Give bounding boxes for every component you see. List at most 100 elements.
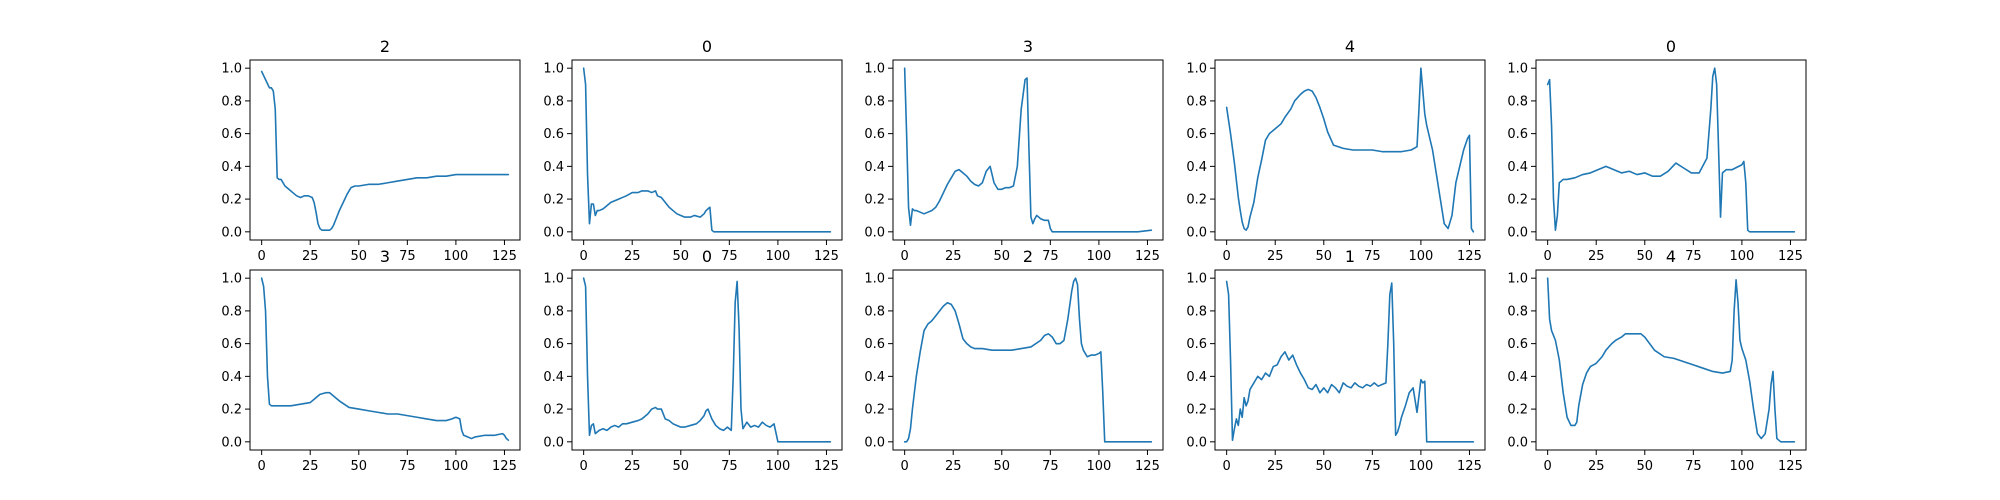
y-tick-label: 0.0 <box>864 435 885 450</box>
series-line <box>260 70 510 231</box>
x-tick-label: 75 <box>1042 459 1059 474</box>
series-line <box>903 277 1153 443</box>
x-tick-label: 0 <box>901 249 909 264</box>
x-tick-label: 125 <box>1135 249 1160 264</box>
y-tick-label: 0.8 <box>221 304 242 319</box>
x-tick-label: 0 <box>1223 459 1231 474</box>
subplot-title: 4 <box>1666 247 1676 266</box>
x-tick-label: 25 <box>302 459 319 474</box>
y-tick-label: 1.0 <box>543 62 564 77</box>
axes-frame <box>571 269 843 451</box>
y-tick-label: 0.2 <box>1186 193 1207 208</box>
y-tick-label: 0.6 <box>543 337 564 352</box>
y-tick-label: 0.8 <box>221 94 242 109</box>
y-tick-label: 0.6 <box>1507 337 1528 352</box>
x-tick-label: 0 <box>580 249 588 264</box>
x-tick-label: 75 <box>721 249 738 264</box>
x-tick-label: 50 <box>1637 249 1654 264</box>
x-tick-label: 25 <box>945 249 962 264</box>
x-tick-label: 75 <box>1364 459 1381 474</box>
y-tick-label: 0.4 <box>543 160 564 175</box>
y-tick-label: 0.6 <box>1186 337 1207 352</box>
x-tick-label: 100 <box>1729 459 1754 474</box>
y-tick-label: 1.0 <box>221 272 242 287</box>
x-tick-label: 25 <box>624 459 641 474</box>
subplot-title: 2 <box>380 37 390 56</box>
y-tick-label: 0.2 <box>1507 403 1528 418</box>
axes-frame <box>571 59 843 241</box>
x-tick-label: 0 <box>258 249 266 264</box>
x-tick-label: 25 <box>945 459 962 474</box>
axes-frame <box>892 59 1164 241</box>
series-line <box>582 67 832 233</box>
series-line <box>1546 67 1796 233</box>
y-tick-label: 0.2 <box>543 193 564 208</box>
x-tick-label: 100 <box>443 249 468 264</box>
x-tick-label: 125 <box>1457 249 1482 264</box>
y-tick-label: 0.0 <box>1507 225 1528 240</box>
subplot-title: 0 <box>702 37 712 56</box>
series-line <box>582 277 832 443</box>
y-tick-label: 0.0 <box>543 225 564 240</box>
x-tick-label: 100 <box>765 459 790 474</box>
y-tick-label: 0.6 <box>543 127 564 142</box>
y-tick-label: 0.8 <box>543 304 564 319</box>
series-line <box>1546 277 1796 443</box>
y-tick-label: 0.2 <box>1186 403 1207 418</box>
y-tick-label: 0.0 <box>864 225 885 240</box>
y-tick-label: 0.6 <box>864 337 885 352</box>
y-tick-label: 0.0 <box>221 435 242 450</box>
x-tick-label: 50 <box>994 459 1011 474</box>
x-tick-label: 100 <box>443 459 468 474</box>
y-tick-label: 0.0 <box>543 435 564 450</box>
y-tick-label: 0.2 <box>1507 193 1528 208</box>
x-tick-label: 25 <box>1267 459 1284 474</box>
x-tick-label: 125 <box>1778 249 1803 264</box>
series-line <box>1225 67 1475 233</box>
x-tick-label: 75 <box>1685 459 1702 474</box>
x-tick-label: 0 <box>1223 249 1231 264</box>
y-tick-label: 0.8 <box>1186 94 1207 109</box>
y-tick-label: 0.6 <box>1186 127 1207 142</box>
axes-frame <box>249 269 521 451</box>
x-tick-label: 75 <box>1685 249 1702 264</box>
axes-frame <box>1214 269 1486 451</box>
subplot-9: 0 25 50 75 100 125 0.0 0.2 0.4 0.6 0.8 1.0 1 <box>1186 247 1486 474</box>
y-tick-label: 1.0 <box>543 272 564 287</box>
subplot-1: 0 25 50 75 100 125 0.0 0.2 0.4 0.6 0.8 1.0 2 <box>221 37 521 264</box>
y-tick-label: 0.4 <box>543 370 564 385</box>
x-tick-label: 50 <box>1316 459 1333 474</box>
x-tick-label: 125 <box>1778 459 1803 474</box>
y-tick-label: 0.4 <box>1507 370 1528 385</box>
y-tick-label: 0.0 <box>1186 225 1207 240</box>
subplot-5: 0 25 50 75 100 125 0.0 0.2 0.4 0.6 0.8 1.0 0 <box>1507 37 1807 264</box>
x-tick-label: 125 <box>492 249 517 264</box>
x-tick-label: 125 <box>1135 459 1160 474</box>
y-tick-label: 1.0 <box>1186 62 1207 77</box>
y-tick-label: 1.0 <box>221 62 242 77</box>
subplot-title: 3 <box>1023 37 1033 56</box>
x-tick-label: 75 <box>1364 249 1381 264</box>
x-tick-label: 125 <box>814 459 839 474</box>
x-tick-label: 0 <box>580 459 588 474</box>
subplot-title: 0 <box>702 247 712 266</box>
subplot-title: 4 <box>1345 37 1355 56</box>
y-tick-label: 0.4 <box>864 370 885 385</box>
x-tick-label: 75 <box>399 249 416 264</box>
subplot-2: 0 25 50 75 100 125 0.0 0.2 0.4 0.6 0.8 1.0 0 <box>543 37 843 264</box>
x-tick-label: 75 <box>1042 249 1059 264</box>
x-tick-label: 0 <box>258 459 266 474</box>
y-tick-label: 0.0 <box>1186 435 1207 450</box>
x-tick-label: 100 <box>1086 249 1111 264</box>
subplot-4: 0 25 50 75 100 125 0.0 0.2 0.4 0.6 0.8 1.0 4 <box>1186 37 1486 264</box>
subplot-3: 0 25 50 75 100 125 0.0 0.2 0.4 0.6 0.8 1.0 3 <box>864 37 1164 264</box>
subplot-8: 0 25 50 75 100 125 0.0 0.2 0.4 0.6 0.8 1.0 2 <box>864 247 1164 474</box>
axes-frame <box>249 59 521 241</box>
x-tick-label: 100 <box>1729 249 1754 264</box>
x-tick-label: 50 <box>351 459 368 474</box>
y-tick-label: 0.0 <box>1507 435 1528 450</box>
y-tick-label: 0.8 <box>1186 304 1207 319</box>
x-tick-label: 100 <box>765 249 790 264</box>
y-tick-label: 0.4 <box>221 160 242 175</box>
